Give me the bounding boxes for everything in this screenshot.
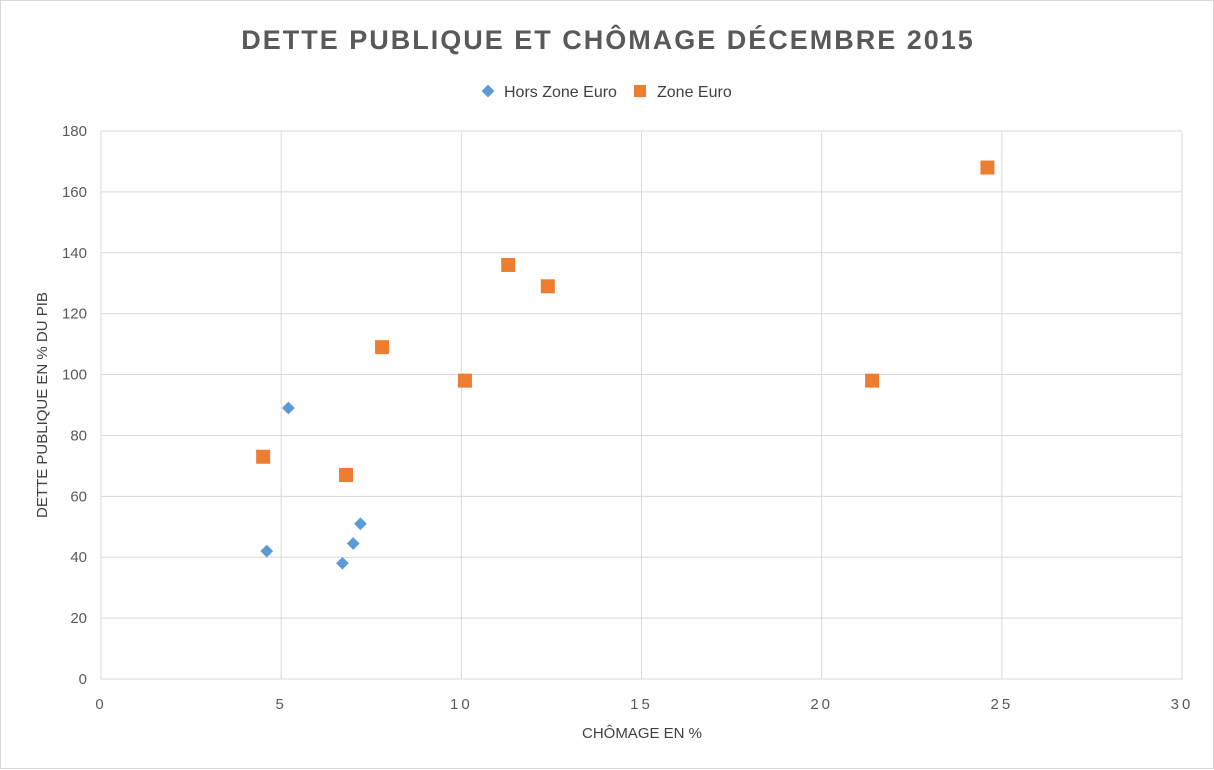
x-tick-label: 25 <box>990 696 1013 713</box>
x-axis-title: CHÔMAGE EN % <box>582 725 702 742</box>
y-tick-label: 180 <box>62 123 87 140</box>
x-tick-label: 20 <box>810 696 833 713</box>
data-point-zone-euro <box>457 373 472 388</box>
gridlines <box>100 130 1183 680</box>
y-tick-label: 140 <box>62 245 87 262</box>
x-tick-label: 15 <box>630 696 653 713</box>
data-point-zone-euro <box>540 279 555 294</box>
x-tick-label: 30 <box>1171 696 1194 713</box>
data-point-zone-euro <box>375 340 390 355</box>
data-point-hors-zone-euro <box>336 556 349 570</box>
data-point-zone-euro <box>256 449 271 464</box>
data-point-hors-zone-euro <box>354 517 367 531</box>
data-point-zone-euro <box>501 257 516 272</box>
chart-title: DETTE PUBLIQUE ET CHÔMAGE DÉCEMBRE 2015 <box>241 24 975 55</box>
data-point-zone-euro <box>339 468 354 483</box>
legend-label: Hors Zone Euro <box>504 84 617 101</box>
data-point-hors-zone-euro <box>346 537 360 550</box>
y-axis-title: DETTE PUBLIQUE EN % DU PIB <box>34 292 51 518</box>
x-axis-ticks: 0 5 10 15 20 25 30 <box>95 696 1194 713</box>
data-points <box>256 160 995 570</box>
legend-marker-zone-euro <box>634 85 646 97</box>
data-point-hors-zone-euro <box>282 401 295 415</box>
data-point-hors-zone-euro <box>260 544 274 558</box>
y-tick-label: 100 <box>62 367 87 384</box>
x-tick-label: 10 <box>450 696 473 713</box>
y-tick-label: 160 <box>62 184 87 201</box>
x-tick-label: 5 <box>275 696 286 713</box>
x-tick-label: 0 <box>95 696 106 713</box>
y-tick-label: 120 <box>62 306 87 323</box>
data-point-zone-euro <box>865 373 880 388</box>
y-tick-label: 80 <box>70 427 87 444</box>
legend-marker-hors-zone-euro <box>481 84 495 98</box>
legend-label: Zone Euro <box>657 84 732 101</box>
y-tick-label: 20 <box>70 610 87 627</box>
legend: Hors Zone Euro Zone Euro <box>481 84 732 101</box>
y-tick-label: 60 <box>70 488 87 505</box>
data-point-zone-euro <box>980 160 995 175</box>
y-axis-ticks: 0 20 40 60 80 100 120 140 160 180 <box>62 123 87 688</box>
y-tick-label: 40 <box>70 549 87 566</box>
y-tick-label: 0 <box>79 671 87 688</box>
